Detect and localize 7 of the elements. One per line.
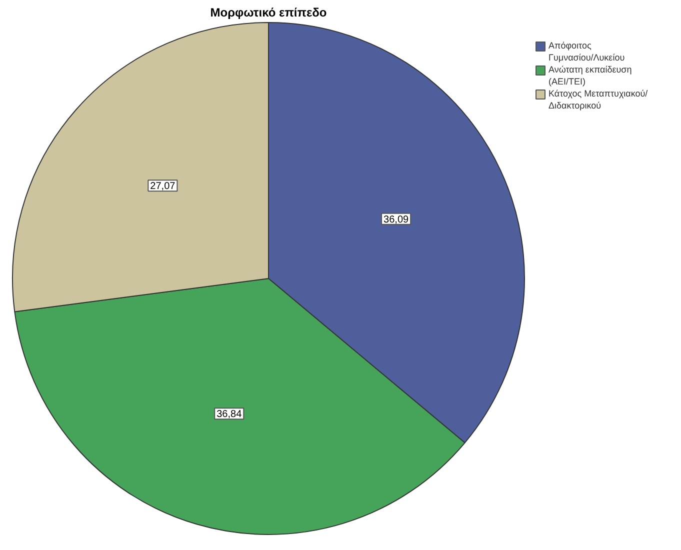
legend-label: Κάτοχος Μεταπτυχιακού/ Διδακτορικού: [548, 88, 648, 110]
data-label: 36,09: [384, 214, 410, 226]
legend-label: Απόφοιτος Γυμνασίου/Λυκείου: [548, 40, 625, 62]
data-label: 27,07: [150, 181, 176, 192]
legend-label: Ανώτατη εκπαίδευση (ΑΕΙ/ΤΕΙ): [548, 64, 632, 86]
data-label: 36,84: [216, 409, 242, 420]
chart-title: Μορφωτικό επίπεδο: [210, 6, 327, 20]
